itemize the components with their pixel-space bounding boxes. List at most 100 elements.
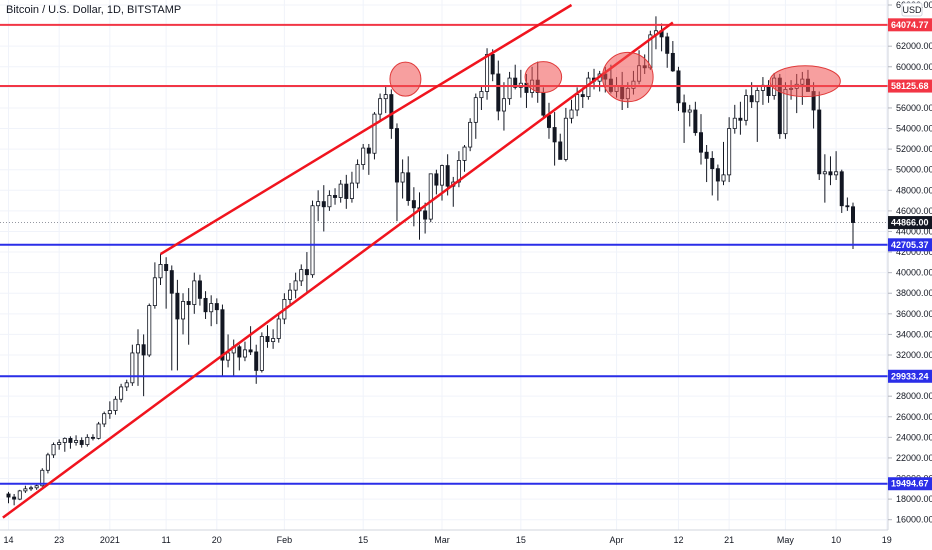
y-tick-label: 24000.00 <box>896 432 932 442</box>
candle-body-down <box>851 206 856 223</box>
trendline[interactable] <box>159 3 573 256</box>
candle-body-up <box>338 183 343 198</box>
currency-unit[interactable]: USD <box>901 2 923 17</box>
candle-body-up <box>29 487 34 490</box>
candle-body-up <box>378 98 383 115</box>
candle-body-down <box>490 54 495 75</box>
highlight-circle[interactable] <box>524 61 563 93</box>
candle-body-up <box>355 164 360 184</box>
candle-body-down <box>90 436 95 439</box>
candle-body-down <box>411 200 416 209</box>
x-tick-label: 20 <box>212 535 222 545</box>
candle-body-down <box>203 297 208 313</box>
candle-body-up <box>271 338 276 343</box>
candle-body-up <box>17 490 22 500</box>
candle-body-up <box>276 318 281 339</box>
candle-body-down <box>670 52 675 72</box>
level-price-label: 19494.67 <box>891 479 929 489</box>
candle-body-up <box>74 440 79 443</box>
candle-body-up <box>102 413 107 425</box>
candle-body-up <box>327 195 332 208</box>
y-tick-label: 40000.00 <box>896 268 932 278</box>
candle-body-down <box>68 437 73 443</box>
candle-body-up <box>130 352 135 384</box>
candle-body-down <box>141 344 146 356</box>
candle-body-down <box>423 210 428 220</box>
candle-body-up <box>473 97 478 123</box>
x-tick-label: Apr <box>610 535 624 545</box>
level-price-box <box>888 477 932 491</box>
trendline[interactable] <box>2 21 674 519</box>
x-tick-label: Mar <box>434 535 450 545</box>
candle-body-down <box>682 102 687 113</box>
level-price-box <box>888 79 932 93</box>
candle-body-down <box>6 493 11 498</box>
candle-body-up <box>501 98 506 112</box>
candle-body-down <box>248 349 253 353</box>
candle-body-down <box>406 172 411 201</box>
candle-body-down <box>366 147 371 154</box>
candle-body-down <box>704 151 709 159</box>
candle-body-down <box>254 351 259 371</box>
time-axis[interactable]: 14 23 2021 11 20 Feb 15 Mar 15 Apr 12 21 May 10 19 <box>3 535 891 545</box>
candle-body-down <box>175 292 180 320</box>
candle-body-up <box>462 146 467 161</box>
current-price-label: 44866.00 <box>891 218 929 228</box>
candle-body-down <box>434 173 439 186</box>
candle-body-down <box>513 77 518 88</box>
candle-body-up <box>181 301 186 320</box>
candle-body-up <box>687 109 692 113</box>
candle-body-up <box>23 488 28 492</box>
candle-body-up <box>783 89 788 135</box>
y-tick-label: 44000.00 <box>896 226 932 236</box>
y-tick-label: 18000.00 <box>896 494 932 504</box>
currency-unit-box <box>901 2 923 17</box>
candle-body-down <box>389 94 394 129</box>
x-tick-label: 21 <box>724 535 734 545</box>
candle-body-up <box>479 91 484 99</box>
candle-body-down <box>839 171 844 207</box>
candle-body-up <box>209 303 214 313</box>
candle-body-down <box>79 440 84 445</box>
y-tick-label: 22000.00 <box>896 453 932 463</box>
horizontal-levels[interactable] <box>0 23 888 485</box>
candle-body-up <box>40 469 45 487</box>
candle-body-up <box>226 352 231 361</box>
highlight-circles[interactable] <box>389 51 841 103</box>
candle-body-up <box>586 77 591 98</box>
level-price-box <box>888 238 932 252</box>
y-tick-label: 60000.00 <box>896 62 932 72</box>
candle-body-up <box>316 201 321 207</box>
candle-body-down <box>693 109 698 134</box>
candle-body-up <box>51 444 56 456</box>
x-tick-label: 23 <box>54 535 64 545</box>
y-tick-label: 42000.00 <box>896 247 932 257</box>
y-tick-label: 32000.00 <box>896 350 932 360</box>
candle-body-up <box>361 147 366 165</box>
candle-body-up <box>45 454 50 471</box>
candle-body-down <box>197 280 202 299</box>
candle-body-down <box>738 117 743 121</box>
highlight-circle[interactable] <box>601 51 654 103</box>
candle-body-down <box>344 183 349 199</box>
x-tick-label: 10 <box>831 535 841 545</box>
candle-body-down <box>698 132 703 153</box>
candle-body-up <box>310 205 315 276</box>
highlight-circle[interactable] <box>389 61 422 97</box>
candle-body-up <box>192 280 197 305</box>
candle-body-down <box>496 73 501 112</box>
candle-body-down <box>265 336 270 343</box>
y-tick-label: 54000.00 <box>896 124 932 134</box>
chart-title: Bitcoin / U.S. Dollar, 1D, BITSTAMP <box>6 4 182 16</box>
candle-body-up <box>96 423 101 439</box>
candle-body-up <box>440 165 445 186</box>
trendlines[interactable] <box>2 3 674 519</box>
candle-body-down <box>845 205 850 208</box>
y-tick-label: 56000.00 <box>896 103 932 113</box>
candle-body-up <box>135 344 140 354</box>
highlight-circle[interactable] <box>769 65 841 98</box>
candle-body-up <box>57 442 62 445</box>
candle-body-up <box>242 349 247 358</box>
candle-body-up <box>152 277 157 306</box>
